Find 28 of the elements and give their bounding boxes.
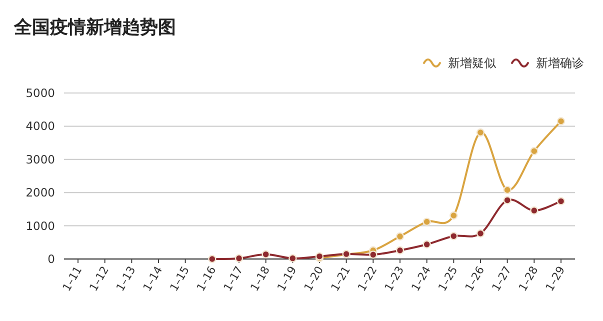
y-tick-label: 2000: [26, 186, 55, 200]
legend-label: 新增疑似: [448, 56, 496, 70]
point: [503, 196, 512, 204]
point: [396, 232, 404, 241]
point: [422, 240, 431, 248]
legend-label: 新增确诊: [536, 56, 584, 70]
point: [369, 250, 378, 259]
y-tick-label: 4000: [26, 119, 55, 134]
point: [450, 232, 458, 240]
point: [556, 197, 566, 206]
point: [208, 254, 216, 264]
point: [530, 147, 538, 156]
y-tick-label: 3000: [26, 152, 55, 166]
point: [450, 211, 458, 220]
point: [262, 250, 270, 258]
point: [234, 254, 244, 262]
point: [476, 128, 485, 137]
y-tick-label: 0: [48, 252, 55, 266]
point: [396, 246, 404, 254]
point: [556, 117, 566, 126]
point: [530, 206, 538, 215]
y-tick-label: 5000: [26, 86, 55, 100]
point: [288, 254, 297, 262]
point: [422, 218, 431, 226]
point: [503, 186, 512, 194]
y-tick-label: 1000: [26, 218, 55, 233]
point: [476, 229, 485, 238]
title: 全国疫情新增趋势图: [14, 17, 176, 38]
